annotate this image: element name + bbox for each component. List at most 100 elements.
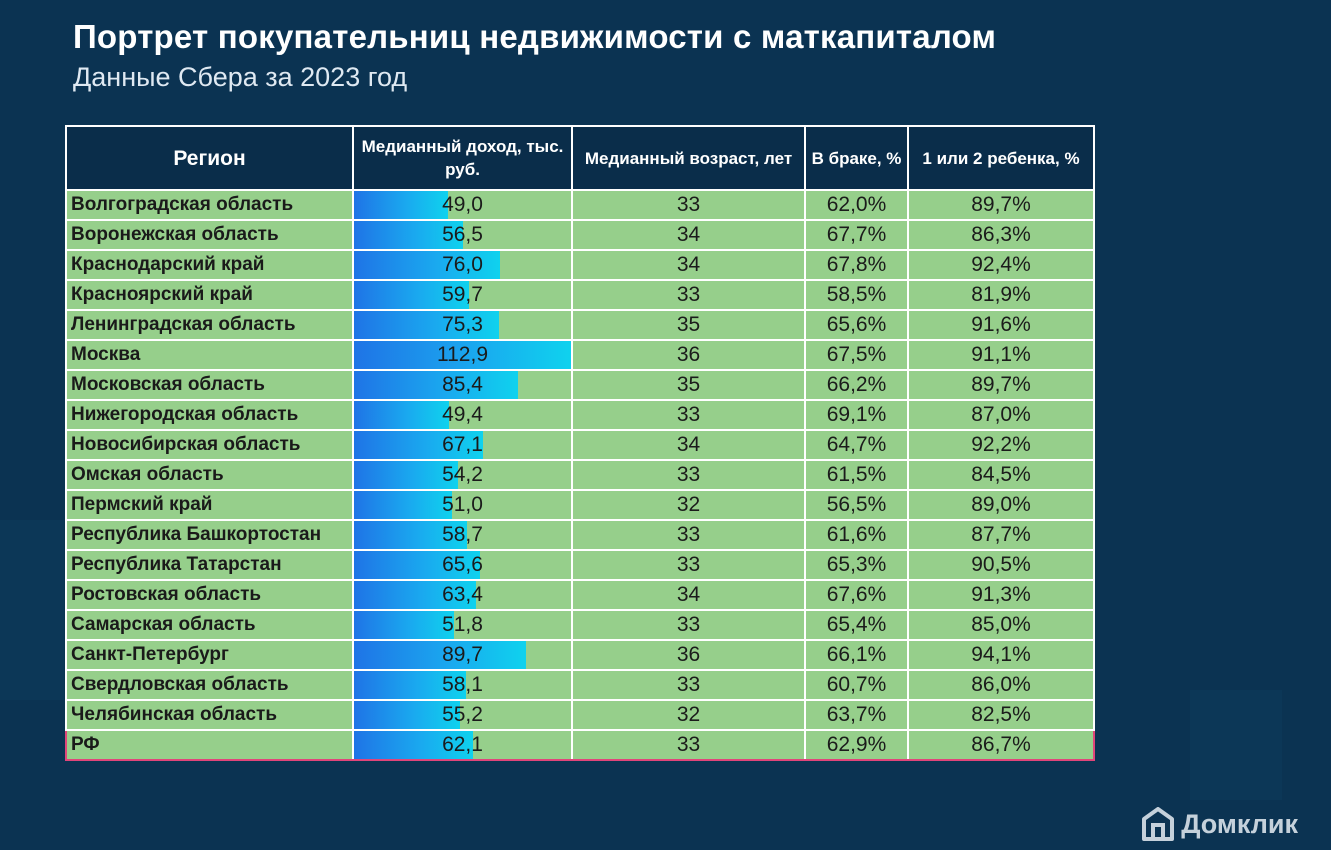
- table-row: Самарская область 51,8 33 65,4% 85,0%: [65, 609, 1095, 641]
- table-body: Волгоградская область 49,0 33 62,0% 89,7% Вор…: [65, 189, 1095, 761]
- cell-income: 76,0: [352, 249, 573, 281]
- cell-income: 59,7: [352, 279, 573, 311]
- table-header-row: Регион Медианный доход, тыс. руб. Медиан…: [65, 125, 1095, 191]
- cell-age: 34: [571, 579, 806, 611]
- table-row: Республика Татарстан 65,6 33 65,3% 90,5%: [65, 549, 1095, 581]
- cell-married: 56,5%: [804, 489, 909, 521]
- income-bar: [354, 671, 466, 699]
- cell-married: 61,5%: [804, 459, 909, 491]
- cell-children: 84,5%: [907, 459, 1095, 491]
- income-bar: [354, 701, 461, 729]
- data-table: Регион Медианный доход, тыс. руб. Медиан…: [65, 125, 1095, 761]
- cell-region: Новосибирская область: [65, 429, 354, 461]
- cell-region: Республика Татарстан: [65, 549, 354, 581]
- income-value: 49,0: [442, 193, 483, 216]
- cell-married: 66,1%: [804, 639, 909, 671]
- cell-age: 34: [571, 429, 806, 461]
- cell-age: 36: [571, 339, 806, 371]
- table-row: Свердловская область 58,1 33 60,7% 86,0%: [65, 669, 1095, 701]
- logo-text: Домклик: [1181, 808, 1298, 839]
- income-value: 76,0: [442, 253, 483, 276]
- cell-region: РФ: [65, 729, 354, 761]
- cell-region: Челябинская область: [65, 699, 354, 731]
- income-value: 58,7: [442, 523, 483, 546]
- cell-age: 32: [571, 489, 806, 521]
- cell-married: 62,9%: [804, 729, 909, 761]
- cell-region: Самарская область: [65, 609, 354, 641]
- cell-married: 62,0%: [804, 189, 909, 221]
- cell-income: 51,0: [352, 489, 573, 521]
- cell-region: Краснодарский край: [65, 249, 354, 281]
- income-bar: [354, 521, 467, 549]
- income-bar: [354, 221, 463, 249]
- income-bar: [354, 341, 571, 369]
- cell-region: Республика Башкортостан: [65, 519, 354, 551]
- cell-income: 58,1: [352, 669, 573, 701]
- cell-region: Воронежская область: [65, 219, 354, 251]
- cell-age: 33: [571, 519, 806, 551]
- cell-income: 49,0: [352, 189, 573, 221]
- table-row: Волгоградская область 49,0 33 62,0% 89,7%: [65, 189, 1095, 221]
- table-row: Челябинская область 55,2 32 63,7% 82,5%: [65, 699, 1095, 731]
- cell-children: 94,1%: [907, 639, 1095, 671]
- cell-children: 90,5%: [907, 549, 1095, 581]
- income-bar: [354, 251, 501, 279]
- table-row: Московская область 85,4 35 66,2% 89,7%: [65, 369, 1095, 401]
- cell-income: 75,3: [352, 309, 573, 341]
- cell-age: 33: [571, 399, 806, 431]
- income-value: 56,5: [442, 223, 483, 246]
- cell-married: 60,7%: [804, 669, 909, 701]
- cell-age: 33: [571, 279, 806, 311]
- cell-age: 36: [571, 639, 806, 671]
- income-value: 54,2: [442, 463, 483, 486]
- cell-age: 34: [571, 249, 806, 281]
- income-value: 51,8: [442, 613, 483, 636]
- cell-married: 65,3%: [804, 549, 909, 581]
- income-value: 51,0: [442, 493, 483, 516]
- cell-married: 64,7%: [804, 429, 909, 461]
- cell-age: 33: [571, 609, 806, 641]
- cell-income: 54,2: [352, 459, 573, 491]
- income-value: 59,7: [442, 283, 483, 306]
- cell-married: 63,7%: [804, 699, 909, 731]
- cell-children: 87,0%: [907, 399, 1095, 431]
- cell-region: Пермский край: [65, 489, 354, 521]
- cell-married: 66,2%: [804, 369, 909, 401]
- table-row: Санкт-Петербург 89,7 36 66,1% 94,1%: [65, 639, 1095, 671]
- cell-income: 89,7: [352, 639, 573, 671]
- income-bar: [354, 281, 469, 309]
- column-header-income: Медианный доход, тыс. руб.: [352, 125, 573, 191]
- cell-income: 63,4: [352, 579, 573, 611]
- cell-children: 86,7%: [907, 729, 1095, 761]
- table-row: Омская область 54,2 33 61,5% 84,5%: [65, 459, 1095, 491]
- table-row: Ростовская область 63,4 34 67,6% 91,3%: [65, 579, 1095, 611]
- cell-age: 33: [571, 669, 806, 701]
- domclick-logo: Домклик: [1141, 806, 1298, 842]
- cell-children: 91,1%: [907, 339, 1095, 371]
- cell-income: 65,6: [352, 549, 573, 581]
- table-row: Новосибирская область 67,1 34 64,7% 92,2%: [65, 429, 1095, 461]
- cell-married: 67,7%: [804, 219, 909, 251]
- cell-income: 112,9: [352, 339, 573, 371]
- cell-children: 82,5%: [907, 699, 1095, 731]
- cell-income: 55,2: [352, 699, 573, 731]
- table-row: Нижегородская область 49,4 33 69,1% 87,0%: [65, 399, 1095, 431]
- column-header-age: Медианный возраст, лет: [571, 125, 806, 191]
- income-bar: [354, 431, 483, 459]
- cell-income: 51,8: [352, 609, 573, 641]
- income-value: 65,6: [442, 553, 483, 576]
- cell-income: 62,1: [352, 729, 573, 761]
- cell-income: 49,4: [352, 399, 573, 431]
- cell-age: 32: [571, 699, 806, 731]
- page-title: Портрет покупательниц недвижимости с мат…: [73, 18, 997, 55]
- income-value: 112,9: [437, 343, 488, 366]
- income-value: 55,2: [442, 703, 483, 726]
- house-icon: [1142, 807, 1175, 841]
- cell-children: 87,7%: [907, 519, 1095, 551]
- income-bar: [354, 371, 519, 399]
- income-bar: [354, 731, 474, 759]
- cell-age: 35: [571, 369, 806, 401]
- background-decoration: [0, 520, 64, 700]
- income-bar: [354, 311, 499, 339]
- table-row: Республика Башкортостан 58,7 33 61,6% 87,7%: [65, 519, 1095, 551]
